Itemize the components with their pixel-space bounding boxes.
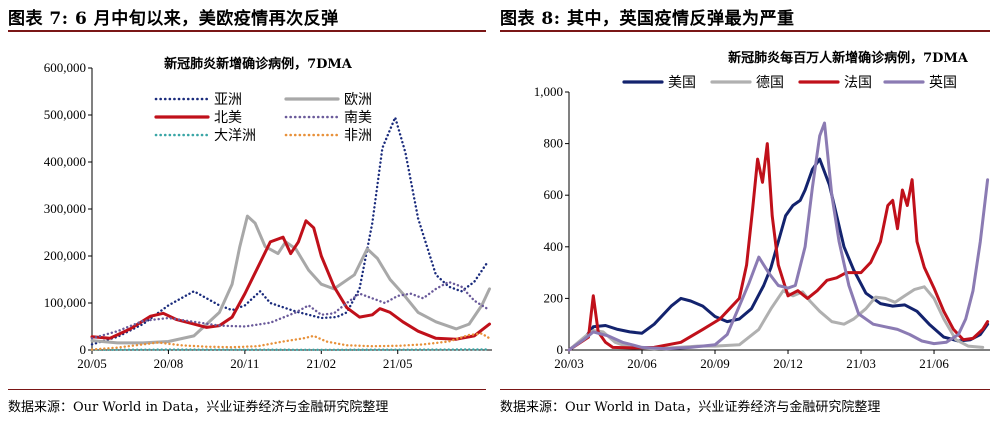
right-y-tick-label: 800 [544,136,564,151]
left-x-tick-label: 20/05 [77,356,107,371]
left-legend-label-5: 非洲 [344,128,372,144]
right-legend-label-2: 法国 [844,75,872,91]
left-y-tick-label: 0 [80,342,87,357]
right-x-tick-label: 21/03 [846,356,876,371]
right-legend: 美国 德国 法国 英国 [622,74,957,91]
right-x-tick-label: 20/06 [627,356,657,371]
right-figure-title: 图表 8: 其中，英国疫情反弹最为严重 [500,9,795,29]
left-x-tick-label: 20/08 [154,356,184,371]
left-legend-label-1: 欧洲 [344,92,372,108]
right-y-tick-label: 1,000 [534,84,563,99]
right-series-line-2 [567,142,990,352]
left-source-note: 数据来源：Our World in Data，兴业证券经济与金融研究院整理 [8,400,389,415]
left-source-rule [8,389,486,390]
right-x-tick-label: 21/06 [919,356,949,371]
left-x-tick-label: 20/11 [230,356,259,371]
left-y-tick-label: 200,000 [44,248,86,263]
left-y-tick-label: 500,000 [44,107,86,122]
left-x-tick-label: 21/05 [383,356,413,371]
right-source-rule [500,389,990,390]
right-x-tick-label: 20/09 [700,356,730,371]
right-x-tick-label: 20/12 [773,356,803,371]
right-series-line-0 [567,157,990,352]
left-y-tick-label: 400,000 [44,154,86,169]
left-legend-label-4: 大洋洲 [214,128,256,144]
chart-left: 新冠肺炎新增确诊病例，7DMA 0 100,000 200,000 300,000 40… [44,56,492,371]
left-chart-title: 新冠肺炎新增确诊病例，7DMA [164,56,353,72]
right-y-tick-label: 0 [557,342,564,357]
right-y-tick-label: 200 [544,290,564,305]
right-y-tick-label: 400 [544,239,564,254]
chart-right: 新冠肺炎每百万人新增确诊病例，7DMA 0 200 400 600 800 1,000 20… [534,50,990,371]
left-series-line-1 [90,214,491,345]
right-title-rule [500,30,990,32]
right-legend-label-0: 美国 [668,75,696,91]
left-legend-label-2: 北美 [214,110,242,126]
right-source-note: 数据来源：Our World in Data，兴业证券经济与金融研究院整理 [500,400,881,415]
left-series-line-0 [90,116,489,346]
left-figure-title: 图表 7: 6 月中旬以来，美欧疫情再次反弹 [8,9,339,29]
right-series-line-3 [567,121,990,352]
charts-canvas: 新冠肺炎新增确诊病例，7DMA 0 100,000 200,000 300,000 40… [44,50,990,371]
left-title-rule [8,30,486,32]
right-legend-label-1: 德国 [756,75,784,91]
left-x-tick-label: 21/02 [306,356,336,371]
left-legend-label-3: 南美 [344,110,372,126]
left-y-tick-label: 100,000 [44,295,86,310]
right-y-tick-label: 600 [544,187,564,202]
left-y-tick-label: 300,000 [44,201,86,216]
left-legend-label-0: 亚洲 [214,92,242,108]
left-y-tick-label: 600,000 [44,60,86,75]
left-series-line-2 [90,219,491,341]
right-x-tick-label: 20/03 [554,356,584,371]
right-chart-title: 新冠肺炎每百万人新增确诊病例，7DMA [728,50,969,66]
left-series-line-5 [90,332,491,351]
right-legend-label-3: 英国 [929,74,957,91]
